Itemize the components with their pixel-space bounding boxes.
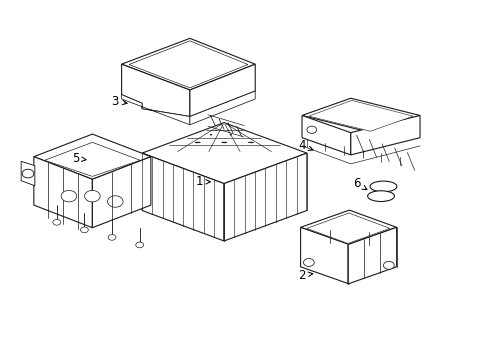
- Circle shape: [53, 220, 61, 225]
- Circle shape: [383, 261, 393, 269]
- Ellipse shape: [369, 181, 396, 192]
- Circle shape: [61, 190, 77, 202]
- Circle shape: [136, 242, 143, 248]
- Circle shape: [108, 234, 116, 240]
- Polygon shape: [122, 39, 255, 90]
- Polygon shape: [21, 161, 35, 186]
- Polygon shape: [306, 213, 389, 243]
- Polygon shape: [227, 130, 228, 131]
- Text: 1: 1: [196, 175, 210, 188]
- Polygon shape: [142, 123, 306, 184]
- Text: 6: 6: [352, 177, 366, 190]
- Polygon shape: [34, 134, 151, 179]
- Text: 5: 5: [72, 152, 86, 165]
- Polygon shape: [308, 100, 412, 131]
- Polygon shape: [122, 64, 189, 117]
- Ellipse shape: [367, 191, 394, 202]
- Polygon shape: [221, 142, 226, 143]
- Polygon shape: [302, 98, 419, 133]
- Polygon shape: [350, 116, 419, 155]
- Polygon shape: [248, 142, 253, 143]
- Circle shape: [81, 227, 88, 233]
- Polygon shape: [302, 116, 350, 155]
- Polygon shape: [129, 41, 247, 88]
- Polygon shape: [34, 157, 92, 228]
- Polygon shape: [215, 130, 216, 131]
- Text: 3: 3: [111, 95, 127, 108]
- Circle shape: [22, 169, 34, 178]
- Polygon shape: [122, 95, 189, 125]
- Polygon shape: [300, 227, 348, 284]
- Polygon shape: [92, 157, 151, 228]
- Polygon shape: [44, 142, 140, 176]
- Circle shape: [107, 196, 123, 207]
- Polygon shape: [142, 153, 224, 241]
- Polygon shape: [224, 153, 306, 241]
- Polygon shape: [189, 64, 255, 117]
- Polygon shape: [347, 227, 396, 284]
- Circle shape: [84, 190, 100, 202]
- Polygon shape: [300, 210, 396, 244]
- Circle shape: [303, 258, 314, 266]
- Text: 2: 2: [298, 269, 312, 282]
- Text: 4: 4: [298, 139, 312, 152]
- Circle shape: [306, 126, 316, 134]
- Polygon shape: [189, 91, 255, 125]
- Polygon shape: [195, 142, 200, 143]
